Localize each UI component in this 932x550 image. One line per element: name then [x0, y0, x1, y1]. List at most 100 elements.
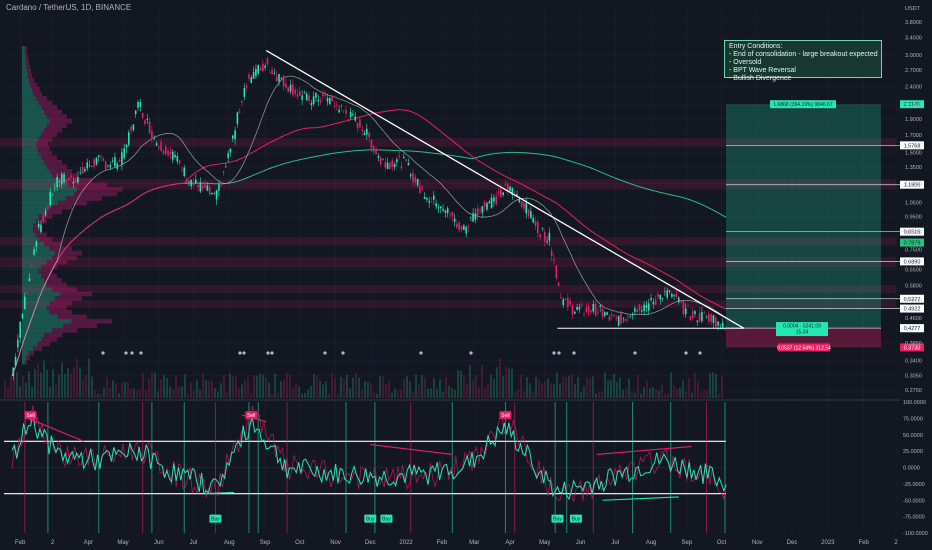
volume-bar-177 — [535, 376, 537, 398]
candle-body-189 — [229, 148, 232, 153]
candle-body-77 — [100, 156, 102, 158]
volume-bar-164 — [496, 367, 498, 398]
volume-bar-131 — [397, 390, 399, 398]
long-position-tool: 1.6868 (394.19%) 9840.67 0.0004 · 5241.09… — [726, 100, 881, 352]
volume-bar-52 — [160, 379, 162, 398]
volume-bar-25 — [79, 367, 81, 398]
candle-body-69 — [91, 166, 93, 167]
candle-body-573 — [673, 294, 675, 296]
candle-body-531 — [624, 318, 627, 322]
divergence-line-2 — [370, 444, 453, 455]
price-tick-14: 0.7500 — [905, 247, 922, 253]
volume-bar-78 — [238, 388, 240, 398]
volume-bars — [4, 358, 723, 398]
volume-bar-238 — [718, 393, 720, 398]
candle-body-109 — [137, 101, 139, 108]
candle-body-499 — [587, 305, 590, 312]
candle-body-315 — [375, 149, 377, 155]
candle-body-365 — [433, 195, 435, 200]
candle-body-385 — [456, 223, 458, 228]
profile-bin-b-46 — [38, 150, 52, 156]
level-tag-l7: 0.4277 — [904, 326, 921, 332]
profile-bin-b-27 — [38, 237, 52, 242]
profile-bin-b-37 — [74, 191, 117, 197]
candle-body-301 — [359, 119, 361, 128]
candle-body-559 — [657, 293, 659, 298]
entry-condition-3: - BPT Wave Reversal — [729, 67, 796, 74]
buy-signal-label-2: Buy — [382, 517, 391, 523]
volume-bar-54 — [166, 378, 168, 398]
volume-bar-46 — [142, 372, 144, 398]
volume-bar-76 — [232, 375, 234, 398]
candle-body-409 — [483, 202, 486, 207]
candle-body-399 — [472, 213, 474, 222]
volume-bar-95 — [289, 374, 291, 398]
candle-body-245 — [294, 89, 296, 94]
signal-dot-9 — [341, 351, 345, 355]
volume-bar-230 — [694, 372, 696, 398]
candle-body-593 — [696, 320, 699, 322]
candle-body-81 — [104, 161, 107, 170]
candle-body-5 — [17, 339, 19, 348]
candle-body-527 — [620, 312, 622, 324]
price-tick-19: 0.3850 — [905, 341, 922, 347]
profile-bin-26 — [22, 241, 44, 247]
profile-bin-32 — [22, 214, 39, 219]
sell-signal-bg-2 — [499, 411, 512, 420]
volume-bar-26 — [82, 379, 84, 398]
resistance-zone-1 — [0, 179, 896, 190]
candle-body-497 — [585, 307, 588, 313]
volume-bar-57 — [175, 374, 177, 398]
volume-bar-141 — [427, 388, 429, 398]
profile-bin-b-62 — [28, 77, 34, 83]
volume-bar-13 — [43, 360, 45, 398]
volume-bar-171 — [517, 389, 519, 398]
candle-body-33 — [49, 191, 52, 206]
volume-bar-190 — [574, 383, 576, 398]
volume-bar-62 — [190, 382, 192, 398]
volume-bar-175 — [529, 383, 531, 398]
candle-body-417 — [493, 197, 495, 202]
candle-body-615 — [721, 322, 724, 328]
candle-body-29 — [44, 210, 47, 216]
candle-body-529 — [622, 318, 625, 320]
level-tag-ma: 0.7879 — [904, 241, 921, 247]
price-tick-11: 1.0500 — [905, 200, 922, 206]
profile-bin-11 — [22, 309, 50, 315]
candle-body-227 — [273, 72, 276, 74]
profile-bin-b-44 — [44, 159, 62, 165]
candle-body-83 — [107, 165, 109, 166]
candle-body-219 — [264, 65, 266, 68]
volume-bar-51 — [157, 391, 159, 398]
candle-body-467 — [550, 250, 553, 257]
candle-body-3 — [14, 357, 17, 366]
profile-bin-44 — [22, 159, 44, 165]
candle-body-345 — [409, 174, 412, 177]
candle-body-313 — [372, 145, 375, 152]
profile-bin-54 — [22, 114, 47, 119]
candle-body-27 — [42, 215, 45, 222]
volume-bar-49 — [151, 372, 153, 398]
level-tag-l1: 1.5768 — [904, 143, 921, 149]
candle-body-583 — [684, 308, 687, 315]
candle-body-465 — [548, 232, 551, 241]
candle-body-293 — [349, 111, 352, 118]
volume-bar-44 — [136, 390, 138, 398]
candle-body-139 — [171, 151, 174, 160]
position-stop-zone — [726, 328, 881, 348]
signal-dot-12 — [552, 351, 556, 355]
volume-bar-72 — [220, 383, 222, 398]
time-tick-10: Dec — [365, 540, 376, 546]
volume-bar-97 — [295, 382, 297, 398]
candle-body-235 — [282, 75, 285, 87]
volume-bar-59 — [181, 386, 183, 398]
candle-body-217 — [262, 63, 264, 71]
profile-bin-46 — [22, 150, 39, 156]
volume-bar-202 — [610, 379, 612, 398]
candle-body-85 — [109, 165, 112, 168]
candle-body-51 — [70, 175, 72, 178]
volume-bar-87 — [265, 377, 267, 398]
volume-bar-41 — [127, 382, 129, 398]
profile-bin-43 — [22, 164, 47, 169]
